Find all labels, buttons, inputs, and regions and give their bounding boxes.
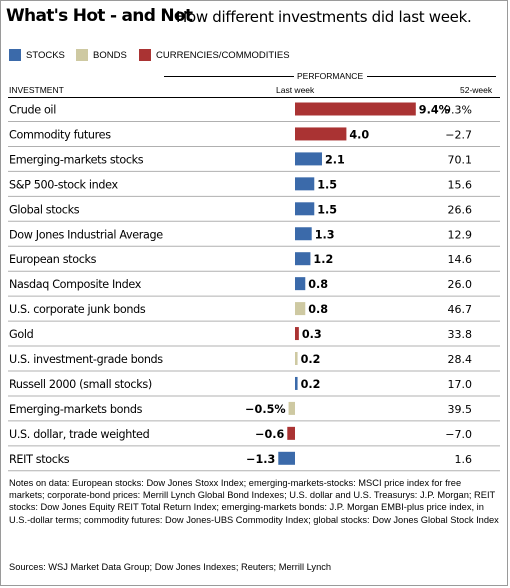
legend-label-currencies-commodities: CURRENCIES/COMMODITIES — [156, 49, 290, 61]
value-label-u-s-dollar-trade-weighted: −0.6 — [255, 428, 284, 441]
legend-item-stocks: STOCKS — [9, 49, 65, 61]
value-label-emerging-markets-stocks: 2.1 — [325, 153, 345, 166]
investment-column-header: INVESTMENT — [9, 85, 64, 95]
legend-swatch-currencies-commodities — [139, 49, 151, 61]
week52-value-dow-jones-industrial-average: 12.9 — [448, 228, 473, 241]
category-label-reit-stocks: REIT stocks — [9, 453, 70, 466]
week52-value-crude-oil: 9.3% — [444, 104, 472, 117]
week52-value-u-s-investment-grade-bonds: 28.4 — [448, 353, 473, 366]
category-label-european-stocks: European stocks — [9, 253, 97, 266]
chart-title: What's Hot - and Not — [6, 6, 193, 26]
category-label-global-stocks: Global stocks — [9, 203, 80, 216]
data-notes: Notes on data: European stocks: Dow Jone… — [9, 478, 499, 525]
bar-reit-stocks — [278, 451, 295, 465]
week52-value-gold: 33.8 — [448, 328, 473, 341]
legend-item-currencies-commodities: CURRENCIES/COMMODITIES — [139, 49, 290, 61]
week52-value-s-p-500-stock-index: 15.6 — [448, 178, 473, 191]
value-label-reit-stocks: −1.3 — [246, 453, 275, 466]
week52-value-u-s-corporate-junk-bonds: 46.7 — [448, 303, 473, 316]
value-label-emerging-markets-bonds: −0.5% — [245, 403, 285, 416]
value-label-nasdaq-composite-index: 0.8 — [308, 278, 328, 291]
header-rule — [8, 97, 500, 98]
week52-value-russell-2000-small-stocks: 17.0 — [448, 378, 473, 391]
bar-dow-jones-industrial-average — [295, 227, 312, 241]
legend-swatch-stocks — [9, 49, 21, 61]
performance-rule-gap — [294, 72, 367, 80]
category-label-emerging-markets-bonds: Emerging-markets bonds — [9, 403, 143, 416]
legend-label-stocks: STOCKS — [26, 49, 65, 61]
week52-value-reit-stocks: 1.6 — [455, 453, 473, 466]
category-label-u-s-dollar-trade-weighted: U.S. dollar, trade weighted — [9, 428, 150, 441]
week52-value-emerging-markets-stocks: 70.1 — [448, 153, 473, 166]
chart-subtitle: How different investments did last week. — [176, 8, 472, 26]
category-label-dow-jones-industrial-average: Dow Jones Industrial Average — [9, 228, 163, 241]
week52-value-nasdaq-composite-index: 26.0 — [448, 278, 473, 291]
category-label-emerging-markets-stocks: Emerging-markets stocks — [9, 153, 144, 166]
value-label-commodity-futures: 4.0 — [349, 128, 369, 141]
legend-item-bonds: BONDS — [76, 49, 127, 61]
category-label-s-p-500-stock-index: S&P 500-stock index — [9, 178, 118, 191]
bar-nasdaq-composite-index — [295, 277, 306, 291]
value-label-crude-oil: 9.4% — [419, 104, 450, 117]
value-label-u-s-investment-grade-bonds: 0.2 — [301, 353, 321, 366]
value-label-global-stocks: 1.5 — [317, 203, 337, 216]
category-label-commodity-futures: Commodity futures — [9, 128, 111, 141]
category-label-crude-oil: Crude oil — [9, 104, 56, 117]
week52-value-commodity-futures: −2.7 — [445, 128, 472, 141]
bar-emerging-markets-stocks — [295, 152, 322, 166]
sources-line: Sources: WSJ Market Data Group; Dow Jone… — [9, 562, 332, 572]
legend-swatch-bonds — [76, 49, 88, 61]
bar-european-stocks — [295, 252, 311, 266]
week52-value-global-stocks: 26.6 — [448, 203, 473, 216]
bar-u-s-investment-grade-bonds — [295, 352, 298, 365]
bar-emerging-markets-bonds — [288, 401, 295, 415]
value-label-russell-2000-small-stocks: 0.2 — [301, 378, 321, 391]
last-week-column-header: Last week — [276, 85, 315, 95]
legend-label-bonds: BONDS — [93, 49, 127, 61]
category-label-u-s-investment-grade-bonds: U.S. investment-grade bonds — [9, 353, 163, 366]
value-label-dow-jones-industrial-average: 1.3 — [315, 228, 335, 241]
week52-value-emerging-markets-bonds: 39.5 — [448, 403, 473, 416]
bar-russell-2000-small-stocks — [295, 376, 298, 390]
category-label-u-s-corporate-junk-bonds: U.S. corporate junk bonds — [9, 303, 146, 316]
value-label-european-stocks: 1.2 — [313, 253, 333, 266]
bar-u-s-dollar-trade-weighted — [287, 426, 295, 440]
bar-crude-oil — [295, 102, 416, 116]
category-label-nasdaq-composite-index: Nasdaq Composite Index — [9, 278, 142, 291]
value-label-s-p-500-stock-index: 1.5 — [317, 178, 337, 191]
week52-value-u-s-dollar-trade-weighted: −7.0 — [445, 428, 472, 441]
performance-group-label: PERFORMANCE — [297, 71, 364, 81]
value-label-u-s-corporate-junk-bonds: 0.8 — [308, 303, 328, 316]
category-label-russell-2000-small-stocks: Russell 2000 (small stocks) — [9, 378, 152, 391]
bar-commodity-futures — [295, 127, 347, 141]
category-label-gold: Gold — [9, 328, 34, 341]
week52-value-european-stocks: 14.6 — [448, 253, 473, 266]
week52-column-header: 52-week — [460, 85, 493, 95]
value-label-gold: 0.3 — [302, 328, 322, 341]
bar-s-p-500-stock-index — [295, 177, 315, 191]
bar-u-s-corporate-junk-bonds — [295, 302, 306, 316]
bar-gold — [295, 327, 299, 341]
bar-global-stocks — [295, 202, 315, 216]
